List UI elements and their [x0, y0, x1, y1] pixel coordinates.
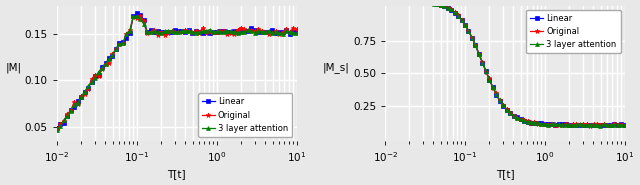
3 layer attention	[402, 0, 410, 2]
Original	[516, 118, 524, 121]
Original	[458, 19, 465, 21]
3 layer attention	[589, 124, 597, 126]
Original	[381, 1, 389, 3]
Original	[440, 5, 448, 7]
Original	[621, 124, 628, 126]
3 layer attention	[84, 85, 92, 87]
3 layer attention	[133, 15, 141, 17]
Linear	[458, 19, 465, 21]
Original	[486, 77, 493, 79]
Legend: Linear, Original, 3 layer attention: Linear, Original, 3 layer attention	[526, 10, 621, 53]
Original	[126, 29, 134, 31]
Original	[262, 31, 269, 33]
3 layer attention	[596, 124, 604, 127]
Linear	[84, 87, 92, 89]
Linear	[600, 124, 608, 126]
Linear	[292, 31, 300, 33]
Linear	[262, 31, 269, 33]
3 layer attention	[516, 118, 524, 120]
3 layer attention	[486, 78, 493, 81]
Original	[292, 28, 300, 30]
3 layer attention	[440, 5, 448, 7]
3 layer attention	[381, 0, 389, 3]
Original	[586, 125, 594, 127]
Original	[136, 14, 144, 17]
Line: 3 layer attention: 3 layer attention	[383, 0, 627, 127]
3 layer attention	[258, 31, 266, 33]
Linear	[589, 124, 597, 126]
Linear	[416, 1, 424, 3]
Legend: Linear, Original, 3 layer attention: Linear, Original, 3 layer attention	[198, 93, 292, 137]
Linear	[258, 31, 266, 33]
Linear	[189, 32, 196, 34]
Linear	[621, 124, 628, 126]
3 layer attention	[109, 54, 116, 56]
Original	[593, 123, 601, 126]
Linear	[440, 5, 448, 7]
Original	[395, 0, 403, 1]
Linear	[486, 79, 493, 81]
3 layer attention	[126, 30, 134, 32]
Y-axis label: |M_s|: |M_s|	[323, 62, 349, 73]
Original	[189, 32, 196, 34]
3 layer attention	[262, 31, 269, 33]
Original	[416, 1, 424, 3]
Linear	[516, 118, 524, 120]
Original	[53, 128, 61, 130]
3 layer attention	[416, 1, 424, 3]
Original	[258, 29, 266, 32]
Linear	[126, 32, 134, 34]
Line: 3 layer attention: 3 layer attention	[55, 14, 298, 132]
Line: Original: Original	[54, 13, 299, 132]
3 layer attention	[292, 32, 300, 34]
Linear	[53, 127, 61, 129]
3 layer attention	[53, 129, 61, 131]
Line: Linear: Linear	[55, 11, 298, 130]
3 layer attention	[189, 31, 196, 33]
Linear	[109, 55, 116, 57]
Linear	[133, 12, 141, 15]
Line: Original: Original	[383, 0, 627, 128]
X-axis label: T[t]: T[t]	[168, 169, 186, 179]
Y-axis label: |M|: |M|	[6, 63, 22, 73]
Original	[84, 88, 92, 90]
Linear	[385, 0, 392, 2]
3 layer attention	[458, 19, 465, 21]
Linear	[381, 0, 389, 2]
3 layer attention	[621, 124, 628, 126]
X-axis label: T[t]: T[t]	[495, 169, 515, 179]
Line: Linear: Linear	[383, 0, 627, 127]
Original	[109, 53, 116, 55]
